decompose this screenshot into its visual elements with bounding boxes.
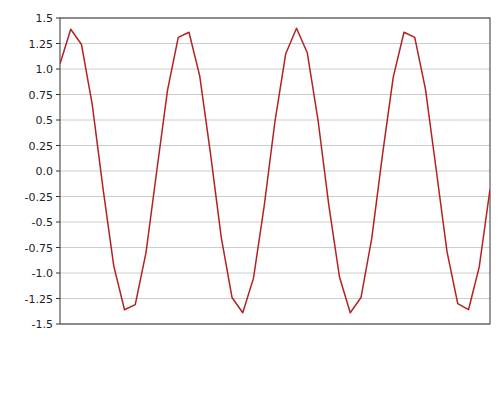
tick-mark bbox=[56, 273, 60, 274]
tick-mark bbox=[56, 247, 60, 248]
tick-label: 1.5 bbox=[36, 12, 54, 25]
grid-line bbox=[60, 43, 490, 44]
tick-mark bbox=[56, 298, 60, 299]
grid-line bbox=[60, 171, 490, 172]
data-line bbox=[60, 28, 490, 313]
tick-mark bbox=[56, 145, 60, 146]
tick-label: 0.25 bbox=[29, 140, 54, 153]
tick-label: -0.5 bbox=[32, 216, 53, 229]
tick-mark bbox=[56, 94, 60, 95]
tick-label: -0.25 bbox=[25, 191, 53, 204]
tick-mark bbox=[56, 196, 60, 197]
tick-mark bbox=[56, 69, 60, 70]
tick-label: -1.5 bbox=[32, 318, 53, 331]
chart: -1.5 -1.25 -1.0 -0.75 -0.5 -0.25 0.0 0.25 0.5 0.7… bbox=[0, 0, 500, 400]
grid-line bbox=[60, 247, 490, 248]
grid-line bbox=[60, 196, 490, 197]
grid-line bbox=[60, 273, 490, 274]
plot-frame bbox=[60, 18, 490, 324]
tick-label: -0.75 bbox=[25, 242, 53, 255]
tick-label: -1.25 bbox=[25, 293, 53, 306]
tick-label: -1.0 bbox=[32, 267, 53, 280]
grid-line bbox=[60, 298, 490, 299]
series-group bbox=[60, 28, 490, 313]
tick-label: 1.25 bbox=[29, 38, 54, 51]
grid-line bbox=[60, 222, 490, 223]
tick-mark bbox=[56, 171, 60, 172]
tick-mark bbox=[56, 43, 60, 44]
tick-label: 0.0 bbox=[36, 165, 54, 178]
plot-area bbox=[60, 18, 490, 324]
tick-label: 1.0 bbox=[36, 63, 54, 76]
tick-mark bbox=[56, 120, 60, 121]
tick-mark bbox=[56, 324, 60, 325]
tick-mark bbox=[56, 222, 60, 223]
grid-line bbox=[60, 145, 490, 146]
grid-line bbox=[60, 69, 490, 70]
tick-mark bbox=[56, 18, 60, 19]
tick-label: 0.75 bbox=[29, 89, 54, 102]
tick-label: 0.5 bbox=[36, 114, 54, 127]
